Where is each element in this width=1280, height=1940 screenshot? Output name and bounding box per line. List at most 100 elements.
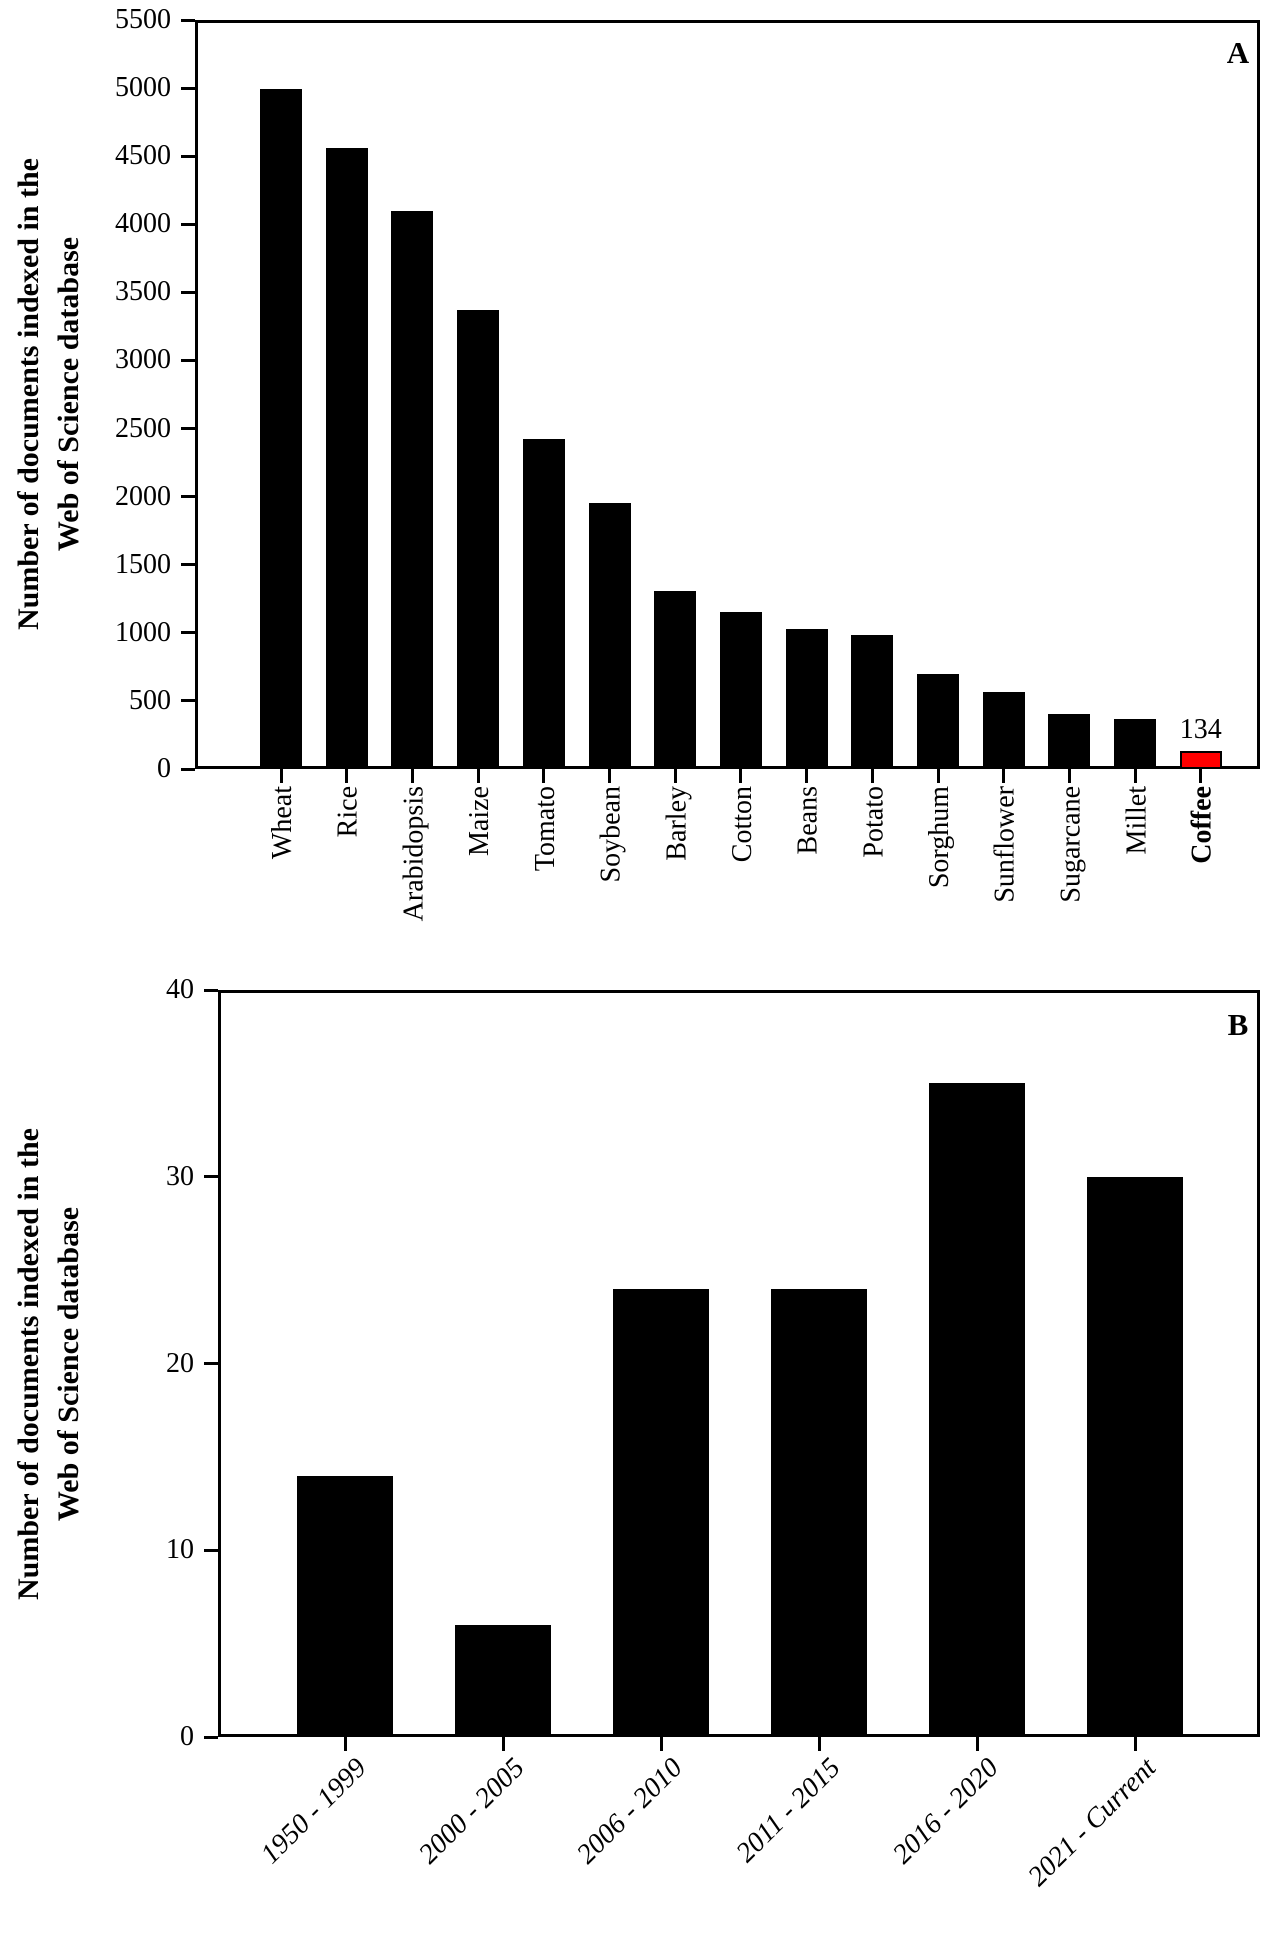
category-label-tomato: Tomato — [529, 786, 561, 872]
panel-b-label: B — [1227, 1007, 1249, 1042]
panel-a-x-tick-sunflower — [1002, 769, 1006, 783]
panel-a-y-tick-4000 — [181, 222, 195, 226]
value-label-coffee: 134 — [1179, 713, 1222, 745]
panel-a-x-tick-wheat — [279, 769, 283, 783]
bar-cotton — [719, 612, 762, 769]
category-label-sugarcane: Sugarcane — [1055, 786, 1087, 903]
bar-rice — [325, 148, 368, 769]
panel-a-x-tick-beans — [805, 769, 809, 783]
panel-b-y-tick-20 — [204, 1362, 218, 1365]
category-label-potato: Potato — [858, 786, 890, 858]
bar-sorghum — [917, 673, 959, 769]
panel-a-label: A — [1226, 35, 1250, 70]
panel-a-y-tick-2000 — [181, 495, 195, 499]
plot-area-b — [218, 990, 1260, 1737]
panel-b-y-tick-10 — [204, 1548, 218, 1552]
category-label-cotton: Cotton — [726, 786, 758, 863]
category-label-1950-1999: 1950 - 1999 — [254, 1752, 373, 1870]
panel-a-y-tick-label-1500: 1500 — [115, 548, 171, 580]
category-label-millet: Millet — [1121, 786, 1153, 855]
bar-sunflower — [982, 692, 1025, 769]
category-label-2006-2010: 2006 - 2010 — [570, 1752, 689, 1870]
panel-a-y-axis-title-line1: Number of documents indexed in the — [12, 158, 45, 630]
panel-a-y-tick-3500 — [181, 290, 195, 294]
panel-b-y-tick-0 — [204, 1735, 218, 1739]
category-label-soybean: Soybean — [595, 786, 627, 883]
category-label-beans: Beans — [792, 786, 824, 855]
panel-b-y-axis-title-line1: Number of documents indexed in the — [12, 1128, 45, 1600]
panel-a-x-tick-rice — [345, 769, 349, 783]
bar-barley — [654, 590, 697, 769]
bar-2016-2020 — [929, 1083, 1025, 1737]
panel-b-x-tick-2021-current — [1133, 1737, 1137, 1751]
panel-a-x-tick-maize — [476, 769, 480, 783]
panel-a-y-tick-5500 — [181, 18, 195, 22]
panel-a-x-tick-sugarcane — [1067, 769, 1071, 783]
panel-a-y-tick-0 — [181, 767, 195, 771]
bar-soybean — [588, 503, 631, 769]
bar-beans — [785, 628, 828, 769]
panel-a-x-tick-soybean — [608, 769, 611, 783]
panel-a-y-tick-4500 — [181, 154, 195, 158]
panel-a-y-tick-label-1000: 1000 — [115, 616, 171, 648]
panel-a-y-tick-label-3000: 3000 — [115, 344, 171, 376]
bar-potato — [851, 634, 894, 769]
panel-b-x-tick-2011-2015 — [817, 1737, 821, 1751]
panel-a-x-tick-potato — [870, 769, 874, 783]
panel-b-y-tick-label-40: 40 — [166, 974, 194, 1005]
category-label-maize: Maize — [464, 786, 496, 856]
bar-coffee — [1179, 750, 1222, 769]
panel-a-x-tick-tomato — [542, 769, 546, 783]
panel-b-y-tick-label-20: 20 — [166, 1347, 194, 1379]
panel-a-y-tick-label-2500: 2500 — [115, 412, 171, 444]
panel-b-y-tick-30 — [204, 1175, 218, 1179]
panel-b-y-tick-label-30: 30 — [166, 1160, 194, 1192]
panel-a-x-tick-sorghum — [936, 769, 940, 783]
panel-b-y-tick-label-0: 0 — [180, 1721, 194, 1752]
category-label-coffee: Coffee — [1186, 786, 1218, 864]
panel-b-x-tick-2016-2020 — [975, 1737, 979, 1751]
panel-a-y-tick-2500 — [181, 427, 195, 431]
panel-a-x-tick-barley — [673, 769, 677, 783]
category-label-sunflower: Sunflower — [989, 786, 1021, 903]
category-label-arabidopsis: Arabidopsis — [398, 786, 430, 922]
category-label-2000-2005: 2000 - 2005 — [412, 1752, 531, 1870]
panel-b-x-tick-2006-2010 — [659, 1737, 663, 1751]
panel-a-x-tick-millet — [1133, 769, 1137, 783]
bar-2011-2015 — [771, 1288, 867, 1737]
panel-a-y-axis-title: Number of documents indexed in the Web o… — [9, 14, 89, 774]
panel-a-y-tick-label-4500: 4500 — [115, 140, 171, 172]
category-label-barley: Barley — [661, 786, 693, 861]
bar-millet — [1114, 718, 1157, 769]
panel-a-x-tick-arabidopsis — [410, 769, 414, 783]
category-label-2021-current: 2021 - Current — [1022, 1752, 1163, 1893]
bar-1950-1999 — [297, 1475, 393, 1737]
panel-a-y-tick-label-5500: 5500 — [115, 4, 171, 35]
category-label-wheat: Wheat — [267, 786, 298, 860]
panel-a-x-tick-coffee — [1199, 769, 1203, 783]
panel-b-y-tick-40 — [204, 988, 218, 992]
panel-a-y-tick-label-0: 0 — [157, 753, 171, 784]
category-label-2016-2020: 2016 - 2020 — [886, 1752, 1005, 1870]
panel-a-y-tick-5000 — [181, 86, 195, 90]
category-label-rice: Rice — [332, 786, 364, 838]
panel-a-y-tick-1000 — [181, 631, 195, 635]
bar-2006-2010 — [613, 1288, 709, 1737]
panel-b-x-tick-2000-2005 — [501, 1737, 505, 1751]
bar-2021-current — [1087, 1176, 1183, 1737]
panel-a-y-tick-label-4000: 4000 — [115, 208, 171, 240]
panel-a-y-tick-3000 — [181, 358, 195, 362]
bar-arabidopsis — [391, 210, 434, 769]
panel-a-x-tick-cotton — [739, 769, 743, 783]
panel-a-y-tick-label-3500: 3500 — [115, 276, 171, 308]
bar-maize — [457, 310, 500, 769]
panel-a-y-tick-label-2000: 2000 — [115, 480, 171, 512]
bar-tomato — [522, 439, 565, 769]
panel-a-y-tick-label-5000: 5000 — [115, 72, 171, 104]
bar-sugarcane — [1048, 713, 1091, 769]
panel-a-y-tick-1500 — [181, 563, 195, 567]
bar-2000-2005 — [455, 1624, 551, 1737]
panel-a-y-tick-label-500: 500 — [129, 684, 171, 716]
category-label-2011-2015: 2011 - 2015 — [730, 1752, 847, 1869]
